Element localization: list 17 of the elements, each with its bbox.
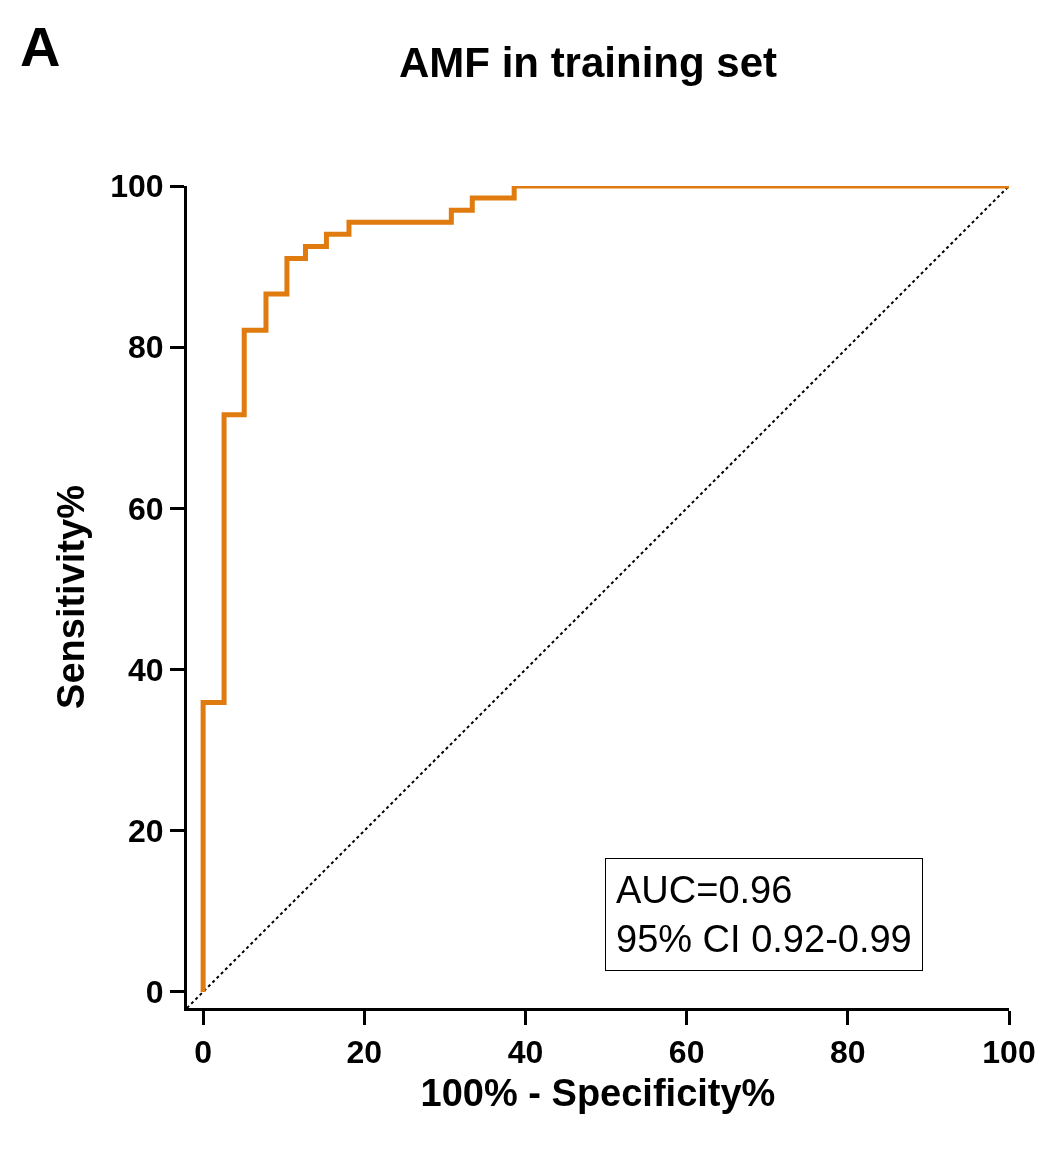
x-tick-label: 0 <box>194 1034 213 1071</box>
text: A <box>20 15 61 78</box>
y-axis-title: Sensitivity% <box>50 485 93 709</box>
y-tick-label: 80 <box>128 329 164 366</box>
x-tick-label: 20 <box>346 1034 383 1071</box>
x-axis-title: 100% - Specificity% <box>420 1071 776 1114</box>
x-tick-label: 40 <box>507 1034 544 1071</box>
annotation: AUC=0.96 95% CI 0.92-0.99 <box>616 869 912 961</box>
y-tick-label: 20 <box>128 812 164 849</box>
y-tick-label: 0 <box>145 974 164 1011</box>
x-tick-label: 60 <box>668 1034 705 1071</box>
x-tick-label: 100 <box>982 1034 1036 1071</box>
y-tick-label: 40 <box>128 651 164 688</box>
y-tick-label: 100 <box>110 168 164 205</box>
y-tick-label: 60 <box>128 490 164 527</box>
chart-title: AMF in training set <box>399 38 778 86</box>
x-tick-label: 80 <box>830 1034 866 1071</box>
